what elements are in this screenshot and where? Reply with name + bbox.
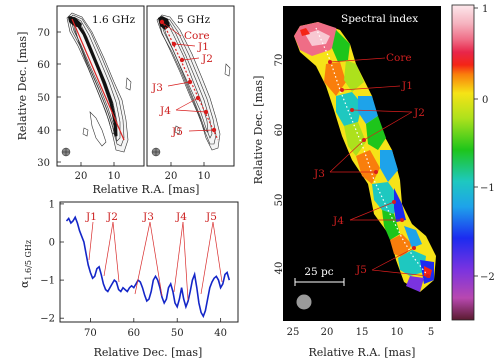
spectral-yticks: 40 50 60 70 [274,54,285,275]
profile-ytick-label: −1 [40,276,55,287]
component-marker [179,57,185,63]
profile-xtick-label: 50 [171,328,184,339]
map-1-6ghz-freq-label: 1.6 GHz [92,14,136,26]
map-5ghz-label-j1: J1 [197,41,209,53]
spectral-label-j2: J2 [413,107,425,119]
map-1-6ghz-ytick: 40 [37,126,50,137]
map-1-6ghz-panel: 1.6 GHz Relative Dec. [mas] 30 40 50 60 … [16,5,145,182]
spectral-xtick: 5 [428,327,434,338]
map-5ghz-component-markers [159,19,217,133]
component-marker [171,41,177,47]
spectral-xtick: 10 [391,327,404,338]
svg-text:α1.6/5 GHz: α1.6/5 GHz [18,240,33,288]
spectral-xtick: 20 [321,327,334,338]
profile-ylabel: α1.6/5 GHz [18,240,33,288]
map-5ghz-freq-label: 5 GHz [177,14,211,26]
colorbar: 1 0 −1 −2 [451,4,495,321]
profile-label-j5: J5 [205,211,217,223]
spectral-ylabel: Relative Dec. [mas] [252,76,265,185]
profile-label-j3: J3 [142,211,154,223]
map-5ghz-panel: 5 GHz Core J1 J2 J3 J4 J5 20 10 Relative… [93,5,235,196]
spectral-xlabel: Relative R.A. [mas] [309,346,416,359]
series-line [65,215,231,319]
profile-xlabel: Relative Dec. [mas] [94,346,203,359]
colorbar-tick: −2 [480,272,495,283]
spectral-label-j5: J5 [355,264,367,276]
map-5ghz-core-blob [158,16,170,30]
spectral-ytick: 70 [274,54,285,67]
map-1-6ghz-ridge-line [71,18,125,141]
profile-xtick-label: 40 [214,328,227,339]
spectral-beam [296,294,312,310]
profile-label-j2: J2 [106,211,118,223]
profile-ylabel-sub: 1.6/5 GHz [24,240,33,281]
scalebar-label: 25 pc [304,266,333,278]
spectral-label-j3: J3 [313,168,325,180]
spectral-xtick: 15 [356,327,369,338]
profile-xtick-labels: 70 60 50 40 [84,328,227,339]
maps-shared-xlabel: Relative R.A. [mas] [93,183,200,196]
profile-ytick-label: −2 [40,314,55,325]
spectral-label-core: Core [386,52,412,64]
spectral-xtick: 25 [287,327,300,338]
profile-ytick-labels: 1 0 −1 −2 [40,199,55,324]
spectral-title: Spectral index [341,13,418,25]
profile-ticks [60,203,222,322]
spectral-jet-map [294,22,436,292]
map-5ghz-label-j4: J4 [159,105,171,117]
map-5ghz-xtick: 20 [165,171,178,182]
spectral-label-leaders [329,57,429,277]
spectral-label-j4: J4 [332,215,344,227]
spectral-ytick: 40 [274,262,285,275]
map-1-6ghz-ylabel: Relative Dec. [mas] [16,32,29,141]
spectral-label-j1: J1 [401,80,413,92]
colorbar-tick: 1 [482,4,488,15]
map-5ghz-label-j2: J2 [201,53,213,65]
map-1-6ghz-dark-jet [74,21,118,137]
colorbar-gradient [451,4,475,321]
map-5ghz-label-core: Core [184,30,210,42]
profile-xtick-label: 70 [84,328,97,339]
profile-ylabel-main: α [18,280,31,288]
map-5ghz-label-j3: J3 [151,82,163,94]
spectral-ytick: 50 [274,194,285,207]
colorbar-tick: −1 [480,183,495,194]
map-1-6ghz-yticks: 30 40 50 60 70 [37,28,50,169]
colorbar-tick: 0 [482,95,488,106]
profile-label-j1: J1 [85,211,97,223]
map-5ghz-xtick: 10 [198,171,211,182]
map-1-6ghz-ytick: 60 [37,60,50,71]
profile-label-j4: J4 [175,211,187,223]
profile-ytick-label: 0 [49,238,55,249]
spectral-xticks: 25 20 15 10 5 [287,327,435,338]
profile-ytick-label: 1 [49,199,55,210]
map-5ghz-label-j5: J5 [171,126,183,138]
spectral-profile-panel: 1 0 −1 −2 70 60 50 40 J1 J2 J3 J4 J5 α1.6/5 GH… [18,199,239,359]
spectral-index-panel: Spectral index Core J1 J2 J3 J4 J5 25 pc… [252,6,441,359]
map-1-6ghz-xtick: 10 [108,171,121,182]
profile-xtick-label: 60 [127,328,140,339]
profile-component-leaders [88,221,223,301]
map-1-6ghz-ytick: 50 [37,93,50,104]
map-5ghz-label-leaders [162,22,215,132]
spectral-ytick: 60 [274,124,285,137]
profile-frame [59,201,239,323]
map-1-6ghz-xtick: 20 [75,171,88,182]
map-1-6ghz-ytick: 70 [37,28,50,39]
map-1-6ghz-ytick: 30 [37,158,50,169]
